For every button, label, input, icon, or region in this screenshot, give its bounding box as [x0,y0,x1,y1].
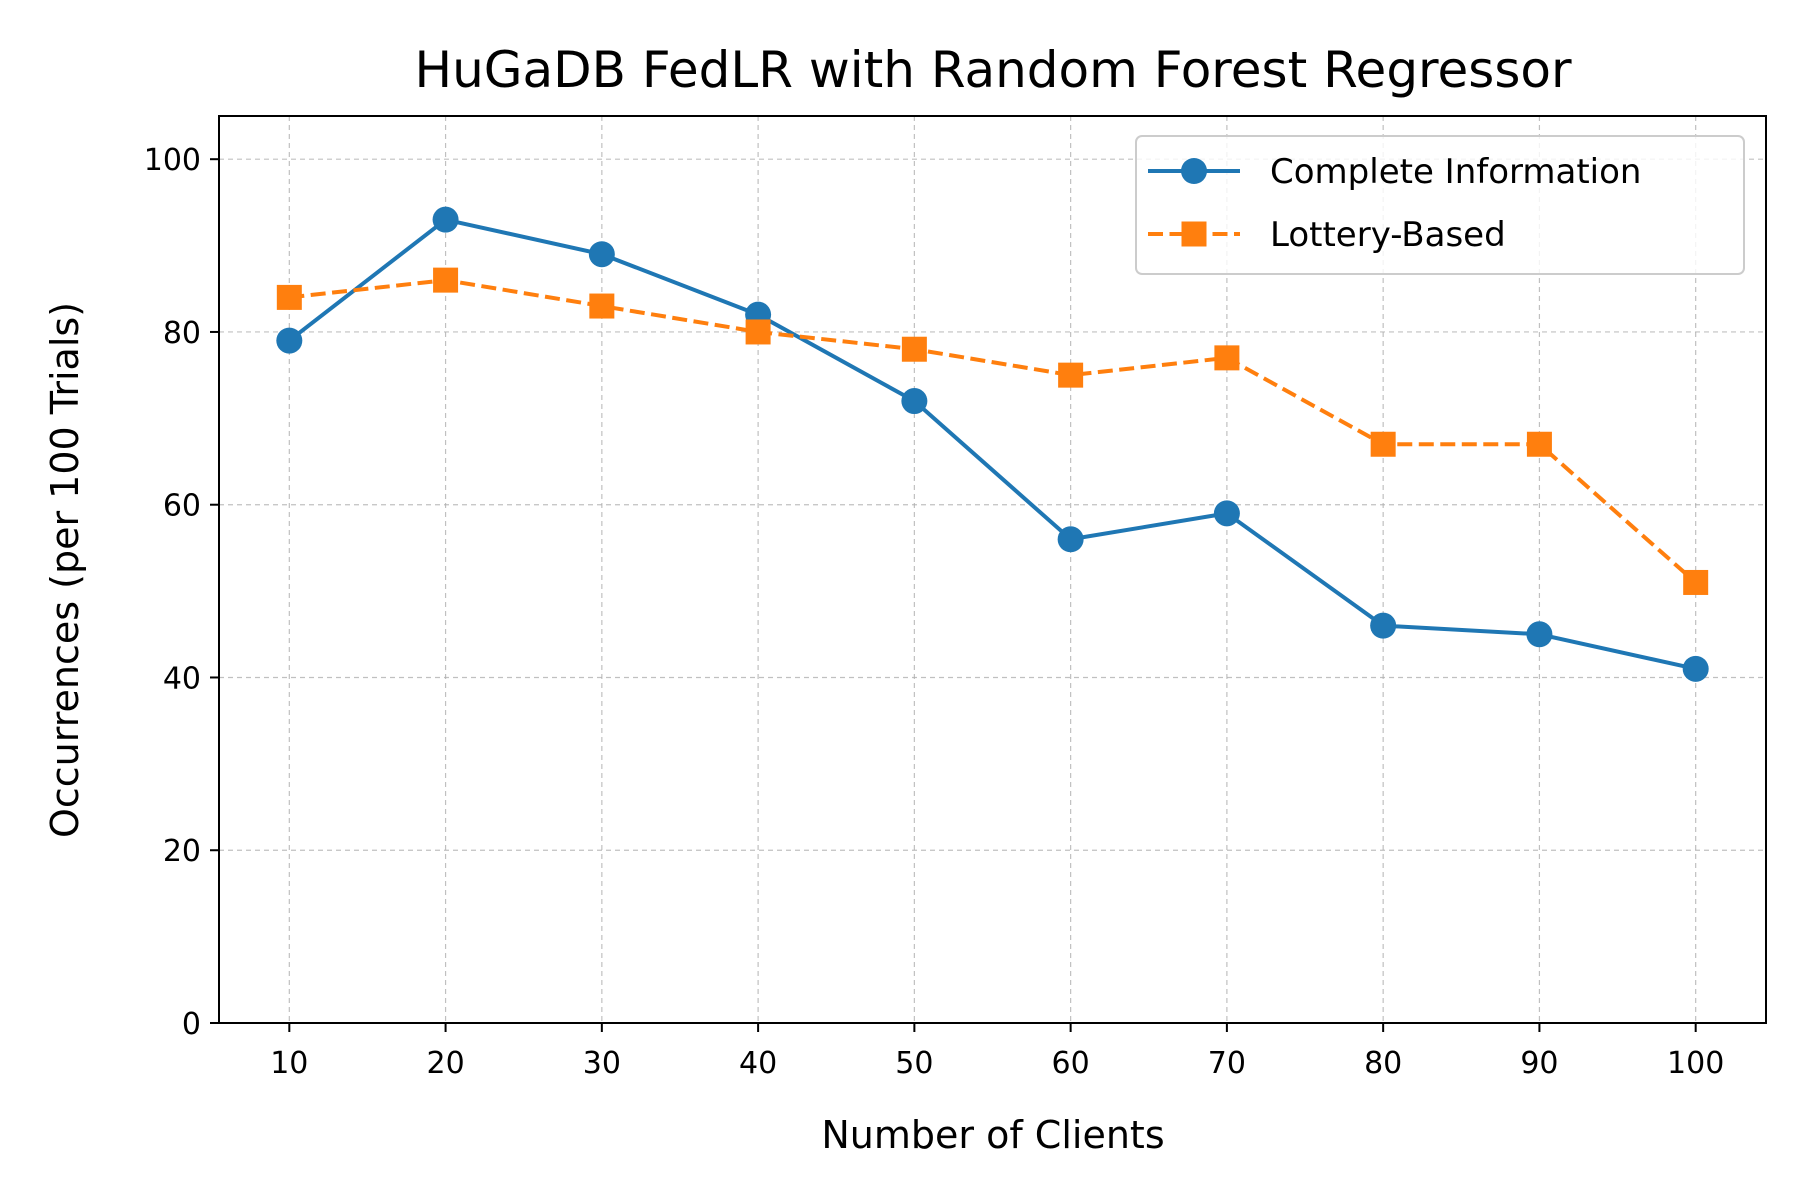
y-tick-label: 100 [144,143,201,178]
data-point-square [1370,431,1396,457]
legend-entry: Complete Information [1148,152,1641,192]
data-point-circle [276,327,303,354]
series-1 [276,206,1709,682]
y-tick-label: 20 [163,834,201,869]
series-layer [276,206,1709,682]
series-2 [276,267,1709,595]
data-point-square [276,284,302,310]
series-line [289,278,1698,584]
x-axis: 10 20 30 40 50 60 70 80 90 100 [270,1023,1724,1081]
legend-swatch-marker [1181,221,1207,247]
chart-title: HuGaDB FedLR with Random Forest Regresso… [414,41,1571,99]
data-point-circle [432,206,459,233]
data-point-circle [588,241,615,268]
y-axis: 0 20 40 60 80 100 [144,143,219,1042]
legend-label: Lottery-Based [1270,215,1506,255]
data-point-circle [1370,612,1397,639]
y-tick-label: 80 [163,316,201,351]
data-point-circle [1213,500,1240,527]
legend-swatch-marker [1181,158,1207,184]
x-tick-label: 20 [426,1046,464,1081]
x-tick-label: 10 [270,1046,308,1081]
x-tick-label: 50 [895,1046,933,1081]
data-point-circle [1526,621,1553,648]
y-tick-label: 40 [163,661,201,696]
data-point-square [745,319,771,345]
plot-frame [218,115,1767,1024]
x-tick-label: 100 [1667,1046,1724,1081]
data-point-square [901,336,927,362]
data-point-square [1214,345,1240,371]
data-point-square [589,293,615,319]
x-tick-label: 70 [1208,1046,1246,1081]
y-tick-label: 60 [163,489,201,524]
x-tick-label: 30 [583,1046,621,1081]
y-axis-label: Occurrences (per 100 Trials) [43,302,87,838]
legend: Complete Information Lottery-Based [1135,135,1745,275]
legend-entry: Lottery-Based [1148,215,1506,255]
x-axis-label: Number of Clients [821,1113,1164,1157]
data-point-circle [1057,526,1084,553]
data-point-square [1058,362,1084,388]
series-line [288,217,1697,671]
legend-entries: Complete Information Lottery-Based [1148,152,1641,255]
data-point-square [1526,431,1552,457]
data-point-square [1683,569,1709,595]
x-tick-label: 90 [1520,1046,1558,1081]
data-point-circle [901,388,928,415]
x-tick-label: 80 [1364,1046,1402,1081]
x-tick-label: 40 [739,1046,777,1081]
x-tick-label: 60 [1052,1046,1090,1081]
legend-frame [1135,135,1745,275]
y-tick-label: 0 [182,1007,201,1042]
legend-label: Complete Information [1270,152,1641,192]
data-point-square [433,267,459,293]
data-point-circle [1682,655,1709,682]
